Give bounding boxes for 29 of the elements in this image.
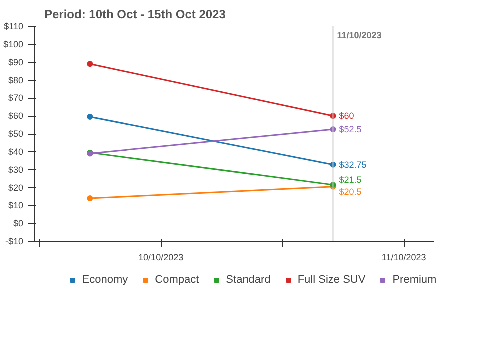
y-tick-label: $20 xyxy=(8,182,24,193)
data-label: $21.5 xyxy=(339,175,362,186)
y-tick-label: $60 xyxy=(8,111,24,122)
legend-label: Full Size SUV xyxy=(298,274,366,286)
legend-label: Standard xyxy=(226,274,271,286)
y-tick-label: $70 xyxy=(8,93,24,104)
y-tick-label: $50 xyxy=(8,129,24,139)
y-tick-label: $30 xyxy=(8,164,24,175)
y-tick-label: $10 xyxy=(8,200,24,211)
y-tick-label: $40 xyxy=(8,146,24,157)
x-tick-label: 10/10/2023 xyxy=(138,252,184,262)
data-label: $32.75 xyxy=(339,160,367,170)
y-tick-label: -$10 xyxy=(5,236,24,246)
data-label: $20.5 xyxy=(339,186,362,197)
legend-label: Economy xyxy=(82,274,128,286)
legend-label: Premium xyxy=(392,274,437,286)
y-tick-label: $110 xyxy=(4,22,24,32)
point xyxy=(87,61,94,68)
y-tick-label: $80 xyxy=(8,75,24,86)
chart-title: Period: 10th Oct - 15th Oct 2023 xyxy=(44,8,226,22)
y-tick-label: $90 xyxy=(8,57,24,68)
legend-label: Compact xyxy=(155,274,200,286)
y-tick-label: $100 xyxy=(3,39,24,50)
y-tick-label: $0 xyxy=(13,218,24,229)
point xyxy=(87,196,94,202)
data-label: $60 xyxy=(339,111,354,122)
point xyxy=(87,114,94,120)
data-label: $52.5 xyxy=(339,124,362,135)
ref-line-label: 11/10/2023 xyxy=(337,30,382,40)
